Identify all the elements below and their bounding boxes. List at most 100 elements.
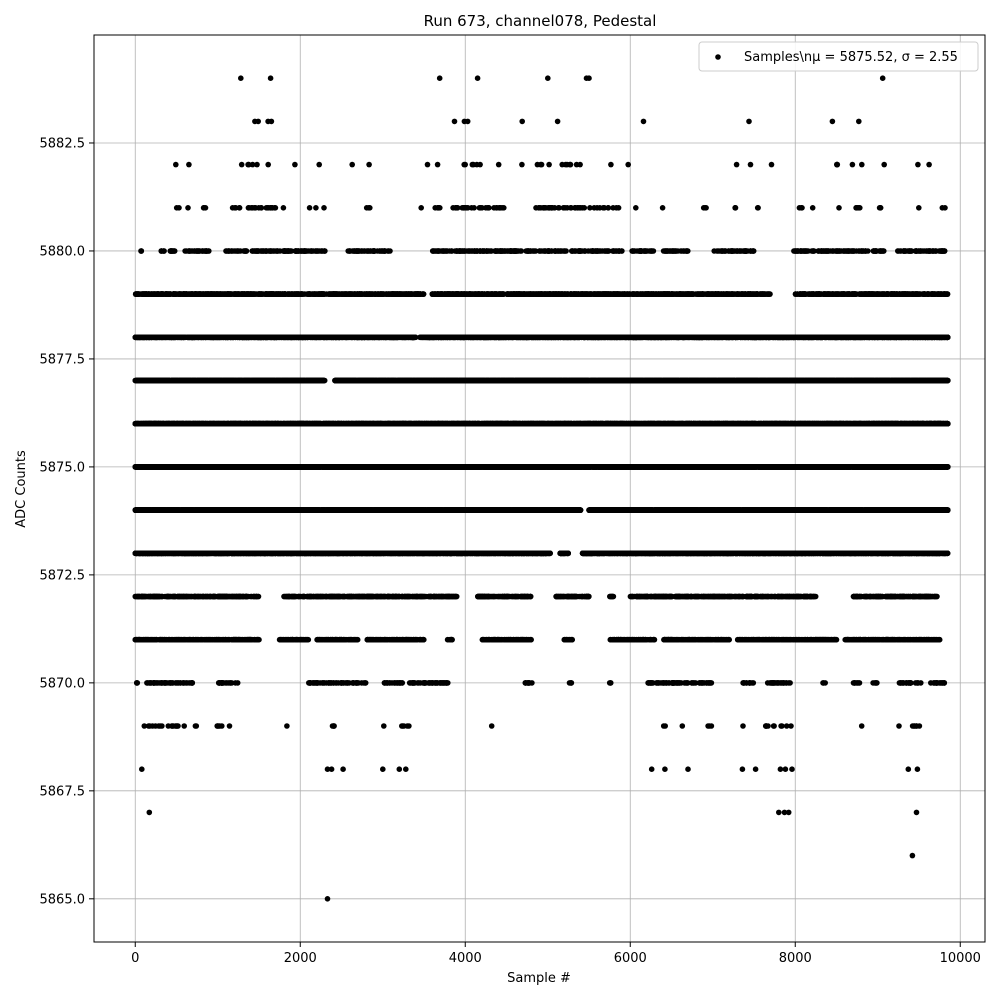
data-point [881,161,887,168]
data-point [436,291,443,297]
data-point [570,291,577,297]
data-point [361,334,367,341]
data-point [866,291,872,297]
data-point [678,291,684,297]
data-point [646,291,652,297]
data-point [413,291,419,297]
data-point [669,248,676,254]
data-point [569,248,576,254]
data-point [138,248,145,254]
data-point [402,334,409,341]
data-point [809,248,816,254]
data-point [254,161,260,168]
data-point [234,248,241,254]
data-point [281,291,288,297]
data-point [881,291,887,297]
data-point [850,291,856,297]
data-point [938,291,944,297]
data-point [750,248,757,254]
data-point [837,248,843,254]
data-point [562,205,568,211]
data-point [366,161,372,168]
data-point [200,334,207,341]
data-point [916,205,922,211]
data-point [538,291,544,297]
data-point [840,291,846,297]
data-point [145,291,152,297]
data-point [345,334,352,341]
data-point [371,248,378,254]
data-point [892,291,898,297]
data-point [292,161,298,168]
data-point [309,334,316,341]
data-point [212,291,218,297]
data-point [321,205,327,211]
data-point [479,248,486,254]
data-point [173,161,179,168]
data-point [832,291,839,297]
data-point [751,291,758,297]
data-point [462,161,469,168]
data-point [921,248,928,254]
data-point [341,291,348,297]
data-point [755,205,761,211]
data-point [648,248,655,254]
data-point [472,248,478,254]
data-point [717,248,723,254]
data-point [663,248,670,254]
data-point [792,291,799,297]
data-point [162,334,169,341]
data-point [858,291,864,297]
data-point [734,248,740,254]
data-point [466,248,473,254]
data-point [225,291,231,297]
data-point [862,248,869,254]
data-point [217,334,224,341]
data-points [132,75,951,902]
data-point [364,248,370,254]
data-point [351,291,358,297]
data-point [293,248,299,254]
data-point [572,205,579,211]
data-point [400,291,407,297]
data-point [332,291,338,297]
data-point [670,291,676,297]
data-point [369,291,376,297]
data-point [387,248,393,254]
data-point [538,205,544,211]
data-point [846,248,852,254]
data-point [519,161,525,168]
data-point [629,248,635,254]
data-point [542,248,548,254]
data-point [713,291,719,297]
data-point [702,205,708,211]
data-point [392,334,399,341]
data-point [856,248,862,254]
data-point [155,291,161,297]
data-point [168,248,175,254]
data-point [488,291,495,297]
data-point [240,334,246,341]
data-point [186,161,192,168]
data-point [656,291,662,297]
data-point [450,205,456,211]
data-point [797,248,804,254]
data-point [168,334,175,341]
data-point [246,205,252,211]
data-point [718,291,724,297]
data-point [195,334,202,341]
data-point [471,291,478,297]
data-point [410,334,416,341]
data-point [555,291,561,297]
data-point [301,248,308,254]
data-point [756,291,763,297]
data-point [443,248,450,254]
data-point [608,161,614,168]
data-point [733,161,740,168]
data-point [587,205,593,211]
data-point [836,205,842,211]
data-point [267,205,274,211]
data-point [185,205,191,211]
data-point [625,161,631,168]
